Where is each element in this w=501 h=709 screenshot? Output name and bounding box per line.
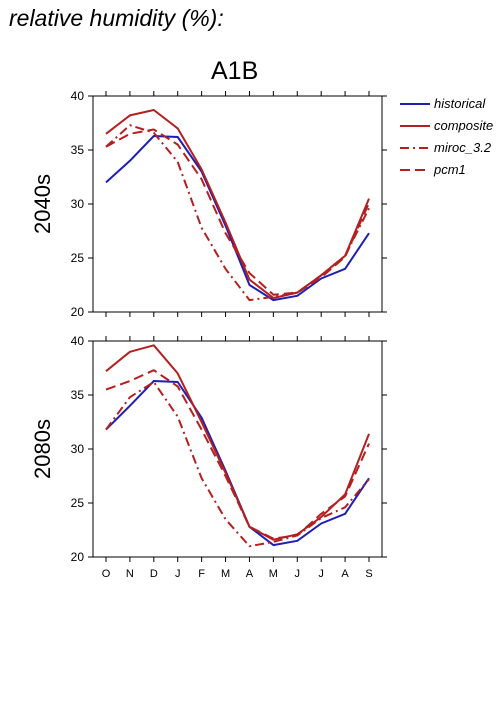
scenario-title: A1B — [211, 57, 259, 85]
y-tick-label: 40 — [71, 89, 85, 103]
legend-label-composite: composite — [434, 118, 494, 133]
x-tick-label: O — [102, 568, 111, 580]
panel-label-2080s: 2080s — [30, 419, 55, 479]
legend-item-composite: composite — [400, 118, 501, 140]
y-tick-label: 30 — [71, 442, 85, 456]
plot-frame — [92, 95, 383, 313]
legend-item-miroc: miroc_3.2 — [400, 140, 501, 162]
legend-swatch — [400, 169, 430, 171]
legend-label-pcm1: pcm1 — [434, 162, 466, 177]
series-line-pcm1 — [105, 369, 370, 540]
x-tick-label: N — [126, 568, 134, 580]
legend-swatch — [400, 125, 430, 127]
series-line-miroc-3-2 — [105, 124, 370, 302]
series-line-composite — [105, 109, 370, 299]
legend-swatch — [400, 103, 430, 105]
y-tick-label: 20 — [71, 305, 85, 319]
chart-panel-2080s: 20 25 30 35 40 O N D J F M A M J J A S 2080s — [30, 334, 387, 580]
x-tick-label: S — [365, 568, 372, 580]
page-title: relative humidity (%): — [9, 5, 224, 31]
y-tick-label: 35 — [71, 388, 85, 402]
x-tick-label: J — [318, 568, 324, 580]
legend-swatch — [400, 147, 430, 149]
y-tick-label: 20 — [71, 550, 85, 564]
legend-label-miroc: miroc_3.2 — [434, 140, 492, 155]
panel-label-2040s: 2040s — [30, 174, 55, 234]
series-line-miroc-3-2 — [105, 381, 370, 548]
y-tick-label: 35 — [71, 143, 85, 157]
x-tick-label: M — [221, 568, 230, 580]
x-tick-label: J — [175, 568, 181, 580]
legend-item-pcm1: pcm1 — [400, 162, 501, 184]
x-tick-label: D — [150, 568, 158, 580]
series-line-historical — [105, 135, 370, 302]
chart-panel-2040s: 20 25 30 35 40 2040s — [30, 89, 387, 319]
x-tick-label: A — [341, 568, 349, 580]
x-tick-label: J — [295, 568, 301, 580]
y-tick-label: 30 — [71, 197, 85, 211]
x-tick-label: A — [246, 568, 254, 580]
y-tick-label: 40 — [71, 334, 85, 348]
legend-label-historical: historical — [434, 96, 486, 111]
plot-frame — [92, 340, 383, 558]
series-line-historical — [105, 380, 370, 547]
y-tick-label: 25 — [71, 251, 85, 265]
legend: historical composite miroc_3.2 pcm1 — [400, 96, 501, 184]
legend-item-historical: historical — [400, 96, 501, 118]
series-line-composite — [105, 344, 370, 541]
x-tick-label: M — [269, 568, 278, 580]
series-line-pcm1 — [105, 128, 370, 296]
x-tick-label: F — [198, 568, 205, 580]
y-tick-label: 25 — [71, 496, 85, 510]
